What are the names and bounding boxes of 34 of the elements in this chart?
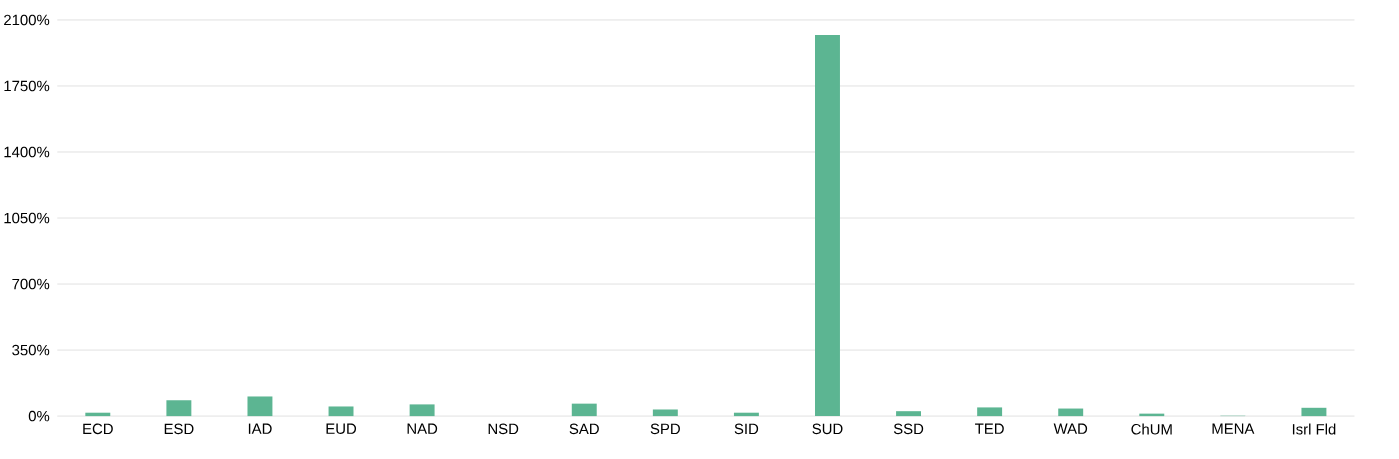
bar — [815, 35, 840, 417]
bar — [1058, 408, 1084, 417]
x-tick-label: NAD — [407, 423, 438, 434]
bar — [571, 403, 597, 417]
x-tick-label: SPD — [650, 423, 680, 435]
bar — [1301, 407, 1327, 417]
x-tick-label: ESD — [164, 423, 194, 435]
x-tick-label: SSD — [893, 423, 924, 435]
y-tick-label: 700% — [12, 278, 50, 290]
x-tick-label: SAD — [569, 423, 599, 435]
bar — [652, 409, 678, 417]
bar — [977, 407, 1003, 417]
x-tick-label: MENA — [1212, 423, 1255, 434]
y-tick-label: 1400% — [4, 146, 50, 158]
x-tick-label: ChUM — [1131, 423, 1172, 435]
y-tick-label: 2100% — [4, 14, 50, 26]
x-tick-label: SUD — [812, 423, 843, 435]
x-tick-label: EUD — [326, 423, 357, 434]
x-tick-label: IAD — [248, 423, 272, 434]
bar — [409, 404, 435, 417]
bar — [328, 406, 354, 417]
bar — [247, 396, 273, 417]
x-tick-label: SID — [734, 423, 759, 435]
y-tick-label: 0% — [28, 410, 50, 422]
x-tick-label: WAD — [1053, 423, 1088, 434]
y-tick-label: 1050% — [4, 212, 50, 224]
x-tick-label: Isrl Fld — [1292, 423, 1336, 435]
bar — [166, 400, 192, 417]
y-tick-label: 1750% — [4, 80, 50, 92]
x-tick-label: TED — [975, 423, 1004, 434]
bar — [896, 411, 922, 417]
x-tick-label: NSD — [488, 423, 519, 435]
x-tick-label: ECD — [83, 423, 113, 435]
y-tick-label: 350% — [12, 344, 50, 356]
